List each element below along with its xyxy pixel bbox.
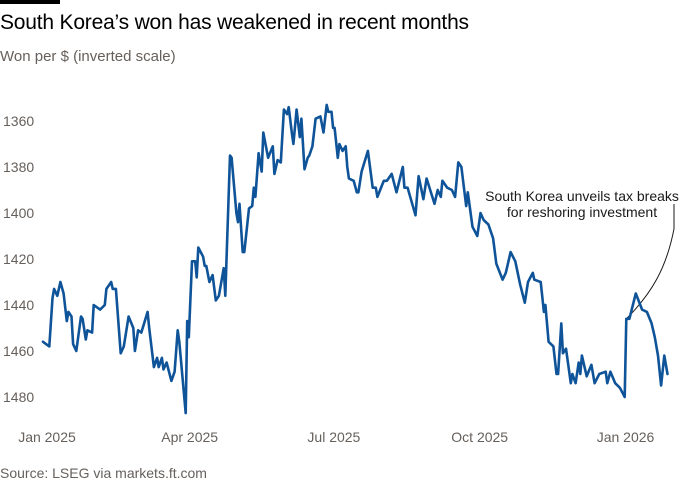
y-tick-label: 1460: [3, 343, 34, 359]
series-line-won-per-dollar: [41, 103, 669, 415]
x-tick-label: Jul 2025: [307, 429, 360, 445]
x-axis: Jan 2025 Apr 2025 Jul 2025 Oct 2025 Jan 2026: [18, 429, 654, 445]
chart-title: South Korea’s won has weakened in recent…: [0, 11, 469, 34]
brand-bar: [0, 0, 60, 4]
x-tick-label: Apr 2025: [161, 429, 218, 445]
y-tick-label: 1440: [3, 297, 34, 313]
x-tick-label: Oct 2025: [451, 429, 508, 445]
line-chart: 1360 1380 1400 1420 1440 1460 1480 Jan 2025 Apr…: [3, 103, 679, 445]
y-tick-label: 1360: [3, 113, 34, 129]
annotation-text-line-1: South Korea unveils tax breaks: [485, 188, 679, 204]
x-tick-label: Jan 2025: [18, 429, 76, 445]
y-axis: 1360 1380 1400 1420 1440 1460 1480: [3, 113, 34, 405]
annotation-leader-line: [625, 204, 675, 320]
x-tick-label: Jan 2026: [597, 429, 655, 445]
y-tick-label: 1480: [3, 389, 34, 405]
annotation-text-line-2: for reshoring investment: [507, 204, 657, 220]
y-tick-label: 1380: [3, 159, 34, 175]
y-tick-label: 1420: [3, 251, 34, 267]
chart-subtitle: Won per $ (inverted scale): [0, 48, 176, 65]
y-tick-label: 1400: [3, 205, 34, 221]
chart-source: Source: LSEG via markets.ft.com: [0, 465, 207, 481]
